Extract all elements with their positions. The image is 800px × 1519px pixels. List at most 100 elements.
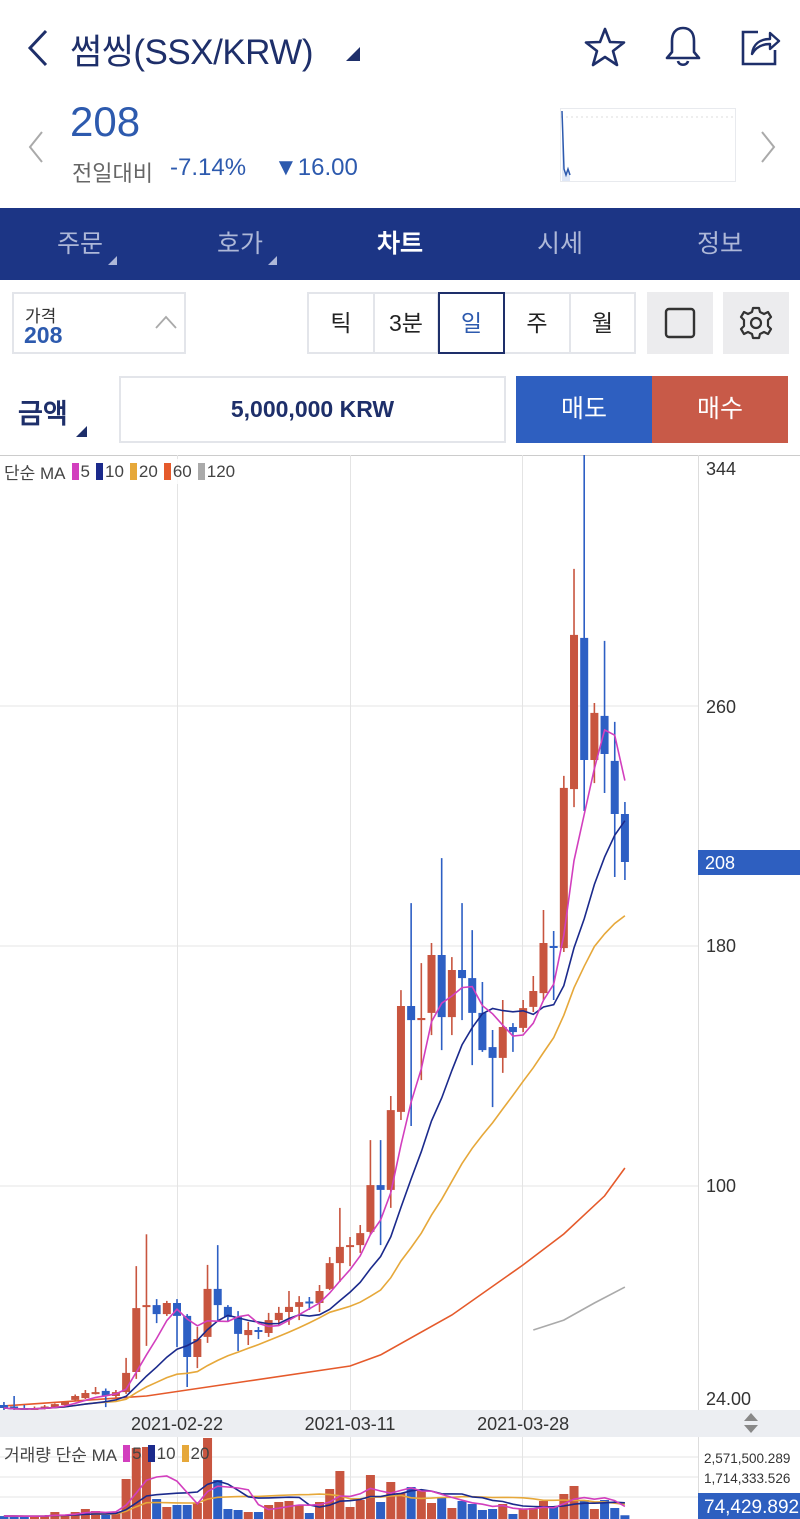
main-tabs: 주문 호가 차트 시세 정보 [0, 208, 800, 280]
mini-chart[interactable] [560, 108, 736, 182]
price-selector-label: 가격 [25, 307, 57, 326]
tab-label: 시세 [536, 230, 583, 258]
candle-body [162, 1303, 171, 1315]
tab-order[interactable]: 주문 [0, 208, 160, 280]
amount-input[interactable]: 5,000,000 KRW [119, 376, 506, 443]
candle-body [315, 1291, 324, 1303]
volume-bar [223, 1508, 233, 1519]
price-selector[interactable]: 가격 208 [12, 292, 186, 354]
candle-body [213, 1288, 222, 1306]
volume-bar [284, 1500, 294, 1519]
tab-label: 주문 [56, 230, 103, 258]
tab-quotes[interactable]: 시세 [480, 208, 640, 280]
legend-prefix: 단순 MA [4, 464, 66, 483]
volume-bar [0, 1516, 9, 1519]
alarm-button[interactable] [662, 24, 704, 73]
interval-week[interactable]: 주 [503, 292, 571, 354]
volume-bar [355, 1499, 365, 1519]
back-button[interactable] [22, 28, 54, 68]
volume-bar [528, 1507, 538, 1519]
volume-bar [172, 1505, 182, 1519]
sell-button[interactable]: 매도 [516, 376, 652, 443]
volume-bar [213, 1479, 223, 1519]
legend-prefix: 거래량 단순 MA [4, 1446, 118, 1465]
legend-vma5: 5 [132, 1443, 142, 1463]
candle-body [468, 978, 477, 1013]
legend-swatch-ma5 [71, 463, 79, 480]
volume-bar [477, 1510, 487, 1519]
change-percent: -7.14% [170, 154, 247, 181]
fullscreen-button[interactable] [647, 292, 713, 354]
next-market-button[interactable] [758, 130, 778, 169]
tab-info[interactable]: 정보 [640, 208, 800, 280]
candle-body [0, 1405, 8, 1408]
candle-body [284, 1306, 293, 1312]
tab-orderbook[interactable]: 호가 [160, 208, 320, 280]
candle-body [61, 1402, 70, 1405]
axis-scale-handle[interactable] [744, 1413, 758, 1433]
candle-body [447, 970, 456, 1018]
legend-swatch-vma10 [147, 1445, 155, 1462]
volume-bar [60, 1514, 70, 1519]
candle-body [437, 955, 446, 1018]
candle-body [152, 1305, 161, 1315]
interval-tick[interactable]: 틱 [307, 292, 375, 354]
price-ma-legend[interactable]: 단순 MA 5 10 20 60 120 [4, 459, 236, 484]
star-icon [584, 27, 626, 67]
price-selector-value: 208 [24, 322, 63, 348]
candle-body [295, 1302, 304, 1307]
volume-ma-legend[interactable]: 거래량 단순 MA 5 10 20 [4, 1441, 209, 1466]
legend-ma60: 60 [172, 461, 192, 481]
candle-body [325, 1263, 334, 1289]
y-tick-label: 344 [706, 459, 736, 479]
candle-body [81, 1393, 90, 1399]
candle-body [458, 970, 467, 979]
tab-chart[interactable]: 차트 [320, 208, 480, 280]
volume-tick-label: 2,571,500.289 [704, 1451, 790, 1466]
tab-label: 호가 [216, 230, 263, 258]
candle-body [610, 760, 619, 814]
candle-body [274, 1312, 283, 1321]
ma60-line [3, 1167, 626, 1407]
chart-settings-button[interactable] [723, 292, 789, 354]
candle-body [71, 1396, 80, 1400]
legend-ma20: 20 [138, 461, 158, 481]
price-chart[interactable]: 2021-02-22 2021-03-11 2021-03-28 344 260 180… [0, 455, 800, 1519]
candle-body [356, 1233, 365, 1246]
legend-swatch-vma20 [181, 1445, 189, 1462]
amount-type-selector[interactable]: 금액 [18, 399, 68, 429]
favorite-button[interactable] [584, 26, 626, 73]
share-button[interactable] [740, 26, 782, 73]
prev-market-button[interactable] [26, 130, 46, 169]
interval-month[interactable]: 월 [569, 292, 636, 354]
interval-day[interactable]: 일 [438, 292, 505, 354]
candle-body [346, 1245, 355, 1248]
x-tick-label: 2021-03-28 [477, 1414, 569, 1434]
volume-bar [29, 1516, 39, 1519]
volume-bar [600, 1499, 610, 1519]
legend-swatch-ma60 [163, 463, 171, 480]
market-dropdown-icon[interactable] [346, 47, 360, 61]
candle-body [142, 1305, 151, 1308]
volume-bar [192, 1503, 202, 1519]
volume-bar [447, 1507, 457, 1519]
volume-bar [304, 1513, 314, 1519]
legend-ma10: 10 [104, 461, 124, 481]
candle-body [478, 1012, 487, 1051]
legend-swatch-ma10 [95, 463, 103, 480]
candle-body [539, 943, 548, 994]
volume-bar [9, 1516, 19, 1519]
market-title[interactable]: 썸씽(SSX/KRW) [70, 33, 314, 72]
volume-bar [467, 1504, 477, 1519]
candle-body [132, 1308, 141, 1372]
candle-body [254, 1330, 263, 1332]
interval-3min[interactable]: 3분 [373, 292, 439, 354]
candle-body [376, 1185, 385, 1190]
candle-body [529, 991, 538, 1007]
buy-button[interactable]: 매수 [652, 376, 788, 443]
volume-bar [538, 1500, 548, 1519]
menu-indicator-icon [268, 256, 277, 265]
current-price: 208 [70, 98, 141, 145]
legend-swatch-ma20 [129, 463, 137, 480]
volume-bar [620, 1515, 630, 1519]
